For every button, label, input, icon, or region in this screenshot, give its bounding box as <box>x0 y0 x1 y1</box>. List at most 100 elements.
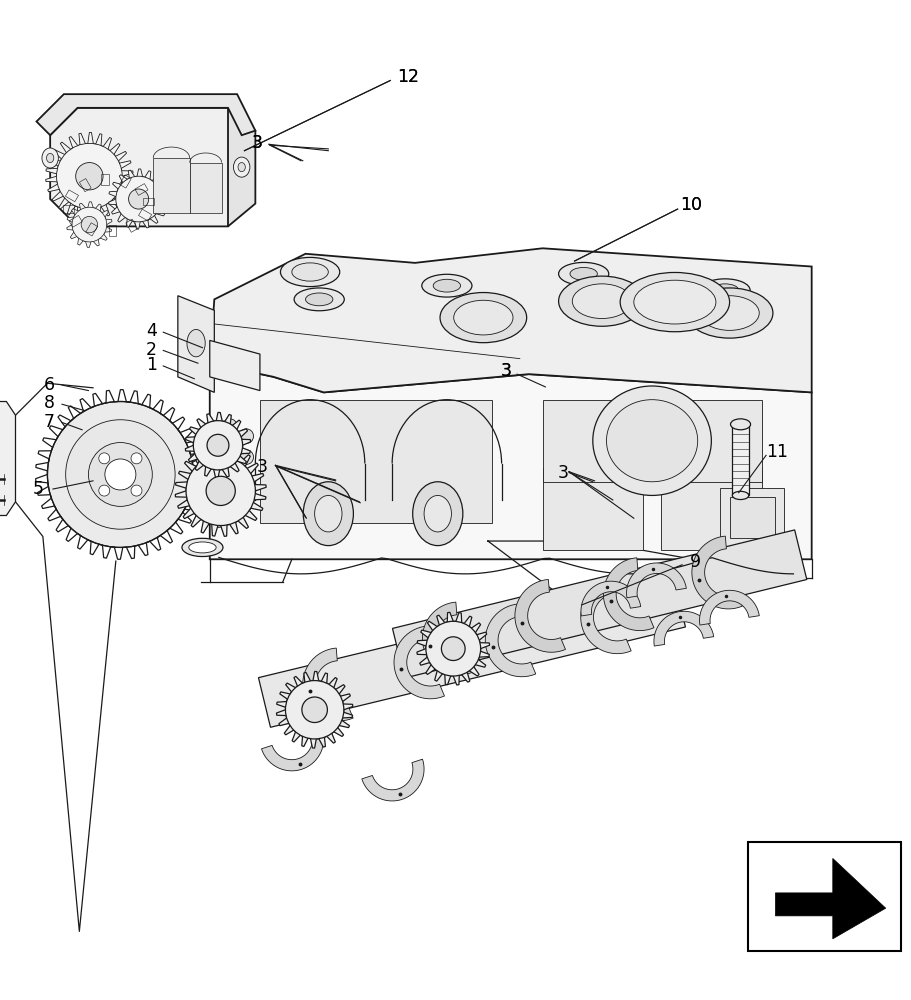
Text: 9: 9 <box>689 553 700 571</box>
Text: 10: 10 <box>680 196 701 214</box>
Bar <box>135 184 148 195</box>
Ellipse shape <box>730 419 750 430</box>
Ellipse shape <box>189 542 216 553</box>
Polygon shape <box>210 340 260 391</box>
Text: 7: 7 <box>44 413 55 431</box>
Polygon shape <box>228 108 255 226</box>
Ellipse shape <box>439 293 526 343</box>
Polygon shape <box>185 412 251 478</box>
Polygon shape <box>515 579 565 652</box>
Circle shape <box>206 476 235 505</box>
Text: 11: 11 <box>765 443 787 461</box>
Text: 3: 3 <box>251 134 262 152</box>
Polygon shape <box>210 363 811 559</box>
Circle shape <box>105 459 136 490</box>
Circle shape <box>239 450 253 464</box>
Bar <box>153 158 189 213</box>
Polygon shape <box>580 581 630 654</box>
Polygon shape <box>699 590 759 625</box>
Circle shape <box>98 453 109 464</box>
Text: 10: 10 <box>680 196 701 214</box>
Text: 5: 5 <box>33 480 44 498</box>
Bar <box>108 225 116 236</box>
Text: 8: 8 <box>44 394 55 412</box>
Circle shape <box>56 143 122 209</box>
Ellipse shape <box>314 495 342 532</box>
Polygon shape <box>50 108 241 226</box>
Polygon shape <box>392 530 806 678</box>
Ellipse shape <box>433 279 460 292</box>
Text: 3: 3 <box>557 464 568 482</box>
Ellipse shape <box>238 163 245 172</box>
Ellipse shape <box>592 386 711 495</box>
Circle shape <box>88 443 152 506</box>
Bar <box>69 215 82 227</box>
Ellipse shape <box>207 491 230 527</box>
Bar <box>189 163 221 213</box>
Polygon shape <box>653 611 713 646</box>
Ellipse shape <box>412 482 462 546</box>
Polygon shape <box>626 563 686 598</box>
Polygon shape <box>691 536 742 609</box>
Bar <box>101 174 108 185</box>
Text: 3: 3 <box>256 458 267 476</box>
Bar <box>138 209 151 221</box>
Circle shape <box>207 434 229 456</box>
Ellipse shape <box>685 288 772 338</box>
Circle shape <box>116 176 161 222</box>
Ellipse shape <box>572 284 630 319</box>
Polygon shape <box>485 604 535 677</box>
Polygon shape <box>302 648 353 721</box>
Polygon shape <box>603 558 653 631</box>
Ellipse shape <box>305 293 333 306</box>
Ellipse shape <box>42 148 58 168</box>
Ellipse shape <box>732 491 748 500</box>
Ellipse shape <box>281 257 339 287</box>
Text: 3: 3 <box>500 362 511 380</box>
Bar <box>729 497 774 538</box>
Ellipse shape <box>292 263 328 281</box>
Circle shape <box>239 429 253 443</box>
Circle shape <box>222 461 237 475</box>
Bar <box>143 198 154 205</box>
Polygon shape <box>276 671 353 748</box>
Ellipse shape <box>569 267 597 280</box>
Text: 4: 4 <box>146 322 157 340</box>
Circle shape <box>47 402 193 547</box>
Ellipse shape <box>700 296 758 330</box>
Bar <box>86 223 97 236</box>
Polygon shape <box>0 402 15 516</box>
Ellipse shape <box>207 432 230 468</box>
Text: 1: 1 <box>146 356 157 374</box>
Circle shape <box>98 485 109 496</box>
Ellipse shape <box>558 276 644 326</box>
Circle shape <box>425 621 480 676</box>
Text: 3: 3 <box>500 362 511 380</box>
Circle shape <box>66 420 175 529</box>
Ellipse shape <box>699 279 749 302</box>
Ellipse shape <box>619 272 729 332</box>
Polygon shape <box>46 132 133 220</box>
Polygon shape <box>36 94 255 135</box>
Text: 3: 3 <box>251 134 262 152</box>
Polygon shape <box>260 400 492 523</box>
Circle shape <box>81 216 97 233</box>
Polygon shape <box>394 626 444 699</box>
Polygon shape <box>422 602 473 675</box>
Text: 12: 12 <box>396 68 418 86</box>
Polygon shape <box>178 296 214 392</box>
Ellipse shape <box>293 288 343 311</box>
Ellipse shape <box>187 329 205 357</box>
Ellipse shape <box>424 495 451 532</box>
Ellipse shape <box>46 153 54 163</box>
Polygon shape <box>210 248 811 392</box>
Text: 6: 6 <box>44 376 55 394</box>
Ellipse shape <box>606 400 697 482</box>
Text: 12: 12 <box>396 68 418 86</box>
Polygon shape <box>258 577 685 727</box>
Polygon shape <box>175 445 266 536</box>
Bar <box>119 175 131 188</box>
Ellipse shape <box>453 300 512 335</box>
Polygon shape <box>108 169 169 229</box>
Circle shape <box>131 485 142 496</box>
